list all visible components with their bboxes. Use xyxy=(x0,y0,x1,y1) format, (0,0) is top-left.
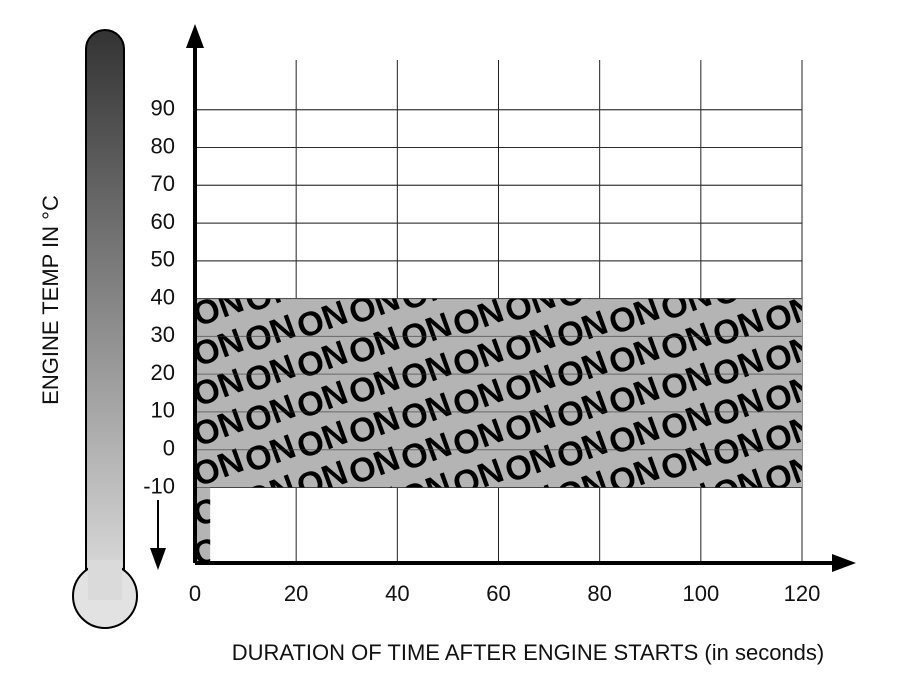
on-label: ON xyxy=(604,209,665,262)
on-label: ON xyxy=(448,211,509,264)
on-label: ON xyxy=(136,535,197,588)
on-label: ON xyxy=(812,313,873,366)
thermometer xyxy=(72,29,138,629)
on-label: ON xyxy=(552,183,613,236)
on-region xyxy=(195,298,802,488)
on-label: ON xyxy=(344,199,405,252)
y-axis-arrow xyxy=(186,24,204,48)
x-tick-label: 80 xyxy=(587,581,611,606)
on-label: ON xyxy=(656,115,717,168)
on-label: ON xyxy=(812,113,873,166)
on-label: ON xyxy=(136,615,197,668)
on-label: ON xyxy=(552,143,613,196)
y-tick-label: 60 xyxy=(151,209,175,234)
on-label: ON xyxy=(552,503,613,556)
on-label: ON xyxy=(708,221,769,274)
on-label: ON xyxy=(500,197,561,250)
on-label: ON xyxy=(500,157,561,210)
y-axis-label: ENGINE TEMP IN °C xyxy=(38,195,63,405)
on-label: ON xyxy=(396,225,457,278)
on-label: ON xyxy=(760,87,821,140)
on-label: ON xyxy=(292,493,353,546)
on-label: ON xyxy=(656,195,717,248)
on-label: ON xyxy=(760,247,821,300)
on-label: ON xyxy=(812,73,873,126)
x-axis-arrow xyxy=(832,554,856,572)
on-label: ON xyxy=(552,223,613,276)
on-label: ON xyxy=(136,575,197,628)
x-tick-label: 120 xyxy=(784,581,821,606)
on-label: ON xyxy=(760,127,821,180)
on-label: ON xyxy=(448,531,509,584)
on-label: ON xyxy=(136,495,197,548)
on-label: ON xyxy=(604,129,665,182)
x-tick-label: 20 xyxy=(284,581,308,606)
on-label: ON xyxy=(448,491,509,544)
x-tick-label: 100 xyxy=(682,581,719,606)
on-label: ON xyxy=(708,141,769,194)
on-label: ON xyxy=(604,249,665,302)
on-label: ON xyxy=(604,489,665,542)
y-tick-label: 90 xyxy=(151,96,175,121)
on-label: ON xyxy=(240,227,301,280)
on-label: ON xyxy=(760,167,821,220)
y-tick-label: 20 xyxy=(151,360,175,385)
y-tick-label: -10 xyxy=(143,473,175,498)
y-tick-label: 0 xyxy=(163,436,175,461)
y-tick-label: 50 xyxy=(151,247,175,272)
on-label: ON xyxy=(812,353,873,406)
on-label: ON xyxy=(812,393,873,446)
down-arrow xyxy=(150,500,166,570)
on-label: ON xyxy=(812,273,873,326)
on-label: ON xyxy=(500,237,561,290)
y-tick-label: 80 xyxy=(151,133,175,158)
plot-area: ONONONONONONONONONONONONONONONONONONONON… xyxy=(136,24,873,668)
on-label: ON xyxy=(604,169,665,222)
on-label: ON xyxy=(656,235,717,288)
y-tick-label: 30 xyxy=(151,322,175,347)
on-label: ON xyxy=(396,505,457,558)
on-label: ON xyxy=(396,185,457,238)
on-label: ON xyxy=(812,433,873,486)
on-label: ON xyxy=(448,251,509,304)
y-tick-label: 40 xyxy=(151,284,175,309)
on-region xyxy=(195,487,211,563)
on-label: ON xyxy=(656,155,717,208)
on-label: ON xyxy=(448,171,509,224)
x-tick-label: 40 xyxy=(385,581,409,606)
x-tick-label: 0 xyxy=(189,581,201,606)
on-label: ON xyxy=(812,193,873,246)
y-tick-label: 10 xyxy=(151,398,175,423)
on-label: ON xyxy=(292,533,353,586)
on-label: ON xyxy=(292,213,353,266)
on-label: ON xyxy=(760,207,821,260)
on-label: ON xyxy=(812,233,873,286)
on-label: ON xyxy=(708,181,769,234)
on-label: ON xyxy=(344,239,405,292)
on-label: ON xyxy=(240,507,301,560)
on-label: ON xyxy=(812,153,873,206)
on-label: ON xyxy=(760,287,821,340)
x-tick-label: 60 xyxy=(486,581,510,606)
y-tick-label: 70 xyxy=(151,171,175,196)
x-axis-label: DURATION OF TIME AFTER ENGINE STARTS (in… xyxy=(232,640,824,665)
